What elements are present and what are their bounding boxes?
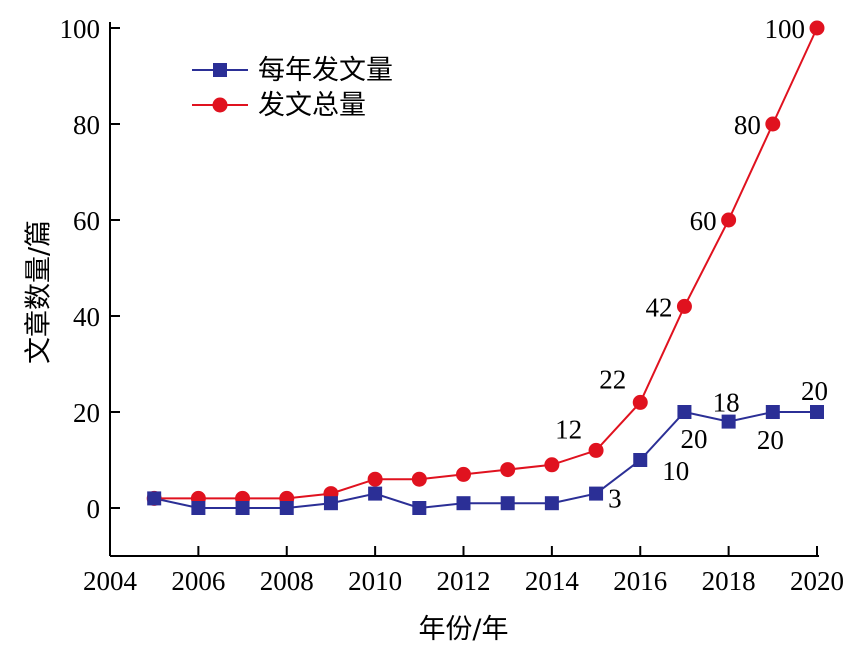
- x-tick-label: 2004: [83, 566, 138, 596]
- x-tick-label: 2020: [790, 566, 844, 596]
- series-0-point: [235, 501, 250, 515]
- series-1-point: [456, 466, 471, 482]
- series-1-point: [632, 394, 648, 410]
- legend-marker-1: [212, 97, 228, 113]
- series-line-1: [154, 27, 818, 500]
- data-label: 10: [662, 456, 689, 486]
- series-1-point: [500, 462, 516, 478]
- series-0-point: [633, 453, 648, 467]
- series-0-point: [544, 496, 559, 511]
- data-label: 80: [734, 110, 761, 140]
- y-tick-label: 0: [87, 494, 101, 524]
- x-tick-label: 2018: [702, 566, 756, 596]
- data-label: 42: [645, 292, 672, 322]
- x-tick-label: 2016: [613, 566, 667, 596]
- data-label: 22: [599, 364, 626, 394]
- series-0-point: [721, 414, 736, 429]
- series-0-point: [765, 405, 780, 419]
- data-label: 20: [801, 376, 828, 406]
- data-label: 60: [690, 206, 717, 236]
- series-0-point: [456, 496, 471, 511]
- series-1-point: [676, 298, 692, 314]
- series-0-point: [500, 496, 515, 511]
- series-1-point: [588, 442, 604, 458]
- y-tick-label: 20: [73, 398, 100, 428]
- y-tick-label: 60: [73, 206, 100, 236]
- y-tick-label: 100: [60, 14, 101, 44]
- series-1-point: [721, 212, 737, 228]
- y-tick-label: 40: [73, 302, 100, 332]
- series-1-point: [411, 471, 427, 487]
- x-tick-label: 2014: [525, 566, 580, 596]
- series-0-point: [279, 501, 294, 515]
- x-tick-label: 2006: [171, 566, 225, 596]
- data-label: 12: [555, 414, 582, 444]
- x-axis-ticks: 2004 2006 2008 2010 2012 2014 2016 2018 2020: [83, 546, 844, 596]
- legend-label: 每年发文量: [258, 55, 393, 86]
- y-axis-ticks: 0 20 40 60 80 100: [60, 14, 120, 524]
- data-label: 3: [608, 484, 622, 514]
- series-0-point: [412, 501, 427, 515]
- data-label: 18: [713, 388, 740, 418]
- series-line-0: [153, 410, 817, 510]
- series-0-point: [810, 405, 824, 419]
- series-0-point: [147, 491, 162, 506]
- series-1-point: [809, 20, 825, 36]
- series-0-point: [677, 405, 692, 419]
- series-1-point: [367, 471, 383, 487]
- x-tick-label: 2010: [348, 566, 402, 596]
- y-axis-title: 文章数量/篇: [23, 220, 54, 364]
- legend-label: 发文总量: [258, 90, 366, 121]
- x-axis-title: 年份/年: [418, 614, 508, 645]
- series-markers: [146, 20, 825, 515]
- data-label: 20: [680, 424, 707, 454]
- series-1-point: [544, 457, 560, 473]
- series-0-point: [323, 496, 338, 511]
- series-lines: [153, 27, 818, 510]
- legend-marker-0: [213, 63, 227, 77]
- series-0-point: [589, 486, 604, 501]
- data-label: 100: [765, 14, 806, 44]
- series-1-point: [765, 116, 781, 132]
- series-0-point: [191, 501, 206, 515]
- x-tick-label: 2012: [437, 566, 491, 596]
- x-tick-label: 2008: [260, 566, 314, 596]
- data-label: 20: [757, 425, 784, 455]
- series-0-point: [368, 486, 383, 501]
- y-tick-label: 80: [73, 110, 100, 140]
